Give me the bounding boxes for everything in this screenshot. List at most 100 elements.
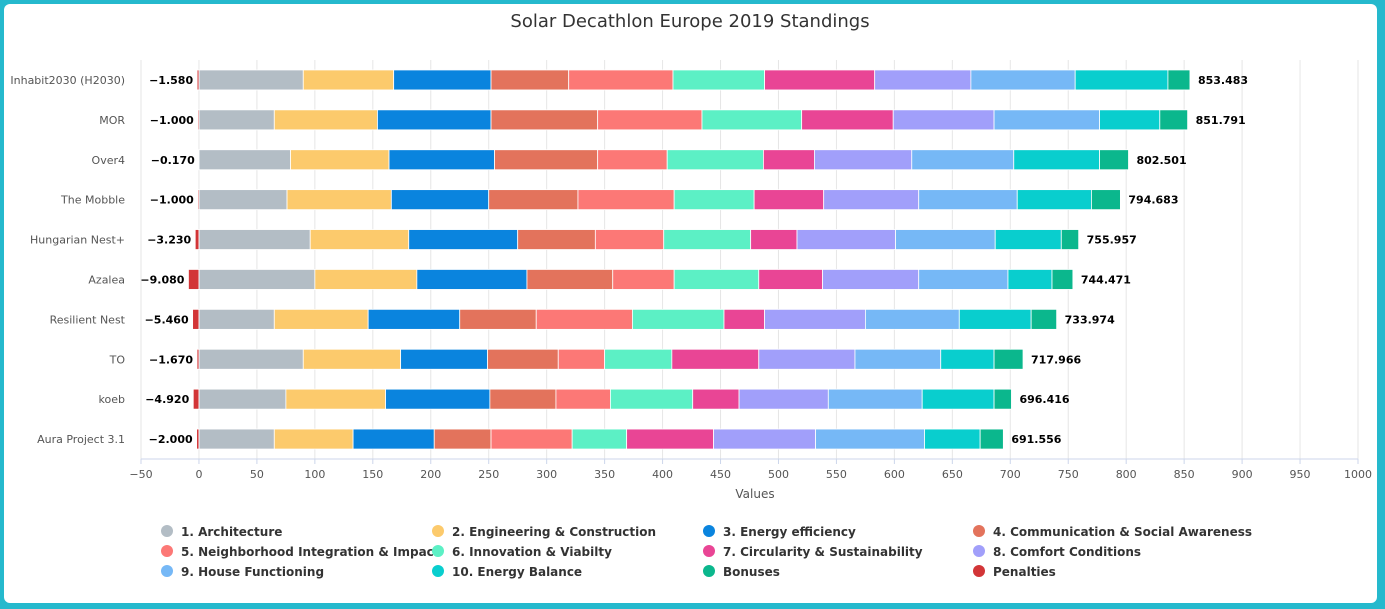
bar-segment bbox=[895, 229, 996, 250]
legend-label: 4. Communication & Social Awareness bbox=[993, 525, 1252, 539]
x-tick-label: 500 bbox=[768, 468, 789, 481]
bar-segment bbox=[758, 348, 856, 370]
legend-item[interactable]: 8. Comfort Conditions bbox=[973, 545, 1141, 559]
x-tick-label: 50 bbox=[250, 468, 264, 481]
x-tick-label: 850 bbox=[1174, 468, 1195, 481]
bar-segment bbox=[487, 348, 559, 370]
bar-segment bbox=[557, 348, 606, 370]
total-data-label: 794.683 bbox=[1128, 194, 1178, 207]
bar-segment bbox=[993, 109, 1100, 131]
bar-segment bbox=[892, 109, 995, 131]
bar-segment bbox=[459, 308, 537, 330]
bar-segment bbox=[352, 428, 435, 450]
legend-marker bbox=[973, 545, 985, 557]
bar-segment bbox=[993, 348, 1024, 370]
x-tick-label: 400 bbox=[652, 468, 673, 481]
total-data-label: 691.556 bbox=[1011, 433, 1061, 446]
bar-segment bbox=[750, 229, 798, 250]
bar-segment bbox=[701, 109, 803, 131]
total-data-label: 696.416 bbox=[1019, 393, 1069, 406]
bar-segment bbox=[490, 69, 570, 91]
penalty-data-label: −1.000 bbox=[150, 194, 194, 207]
bar-segment bbox=[273, 109, 378, 131]
bar-segment bbox=[1016, 189, 1092, 211]
bar-segment bbox=[416, 269, 528, 290]
legend-item[interactable]: 3. Energy efficiency bbox=[703, 525, 856, 539]
bar-segment bbox=[1167, 69, 1191, 91]
total-data-label: 755.957 bbox=[1087, 234, 1137, 247]
legend-label: 10. Energy Balance bbox=[452, 565, 582, 579]
bar-segment bbox=[1099, 149, 1129, 171]
legend-item[interactable]: 10. Energy Balance bbox=[432, 565, 582, 579]
bar-segment bbox=[188, 269, 200, 290]
category-label: Over4 bbox=[92, 154, 125, 167]
penalty-data-label: −0.170 bbox=[151, 154, 195, 167]
legend-item[interactable]: 6. Innovation & Viabilty bbox=[432, 545, 612, 559]
penalty-data-label: −1.670 bbox=[149, 353, 193, 366]
legend-marker bbox=[161, 565, 173, 577]
legend-item[interactable]: 5. Neighborhood Integration & Impact bbox=[161, 545, 440, 559]
category-label: MOR bbox=[99, 114, 125, 127]
bar-segment bbox=[194, 229, 200, 250]
legend-item[interactable]: 1. Architecture bbox=[161, 525, 282, 539]
bar-segment bbox=[723, 308, 765, 330]
bar-segment bbox=[994, 229, 1062, 250]
bar-segment bbox=[940, 348, 995, 370]
total-data-label: 744.471 bbox=[1081, 273, 1131, 286]
penalty-data-label: −5.460 bbox=[145, 313, 189, 326]
bar-segment bbox=[758, 269, 823, 290]
bar-segment bbox=[309, 229, 410, 250]
legend-marker bbox=[703, 545, 715, 557]
bar-segment bbox=[198, 388, 287, 410]
bar-segment bbox=[1091, 189, 1121, 211]
total-data-label: 851.791 bbox=[1196, 114, 1246, 127]
bar-segment bbox=[198, 269, 316, 290]
bar-segment bbox=[377, 109, 492, 131]
bar-segment bbox=[192, 388, 200, 410]
category-label: Azalea bbox=[88, 273, 125, 286]
bar-segment bbox=[865, 308, 960, 330]
legend-item[interactable]: 9. House Functioning bbox=[161, 565, 324, 579]
x-tick-label: 600 bbox=[884, 468, 905, 481]
bar-segment bbox=[302, 348, 402, 370]
bar-segment bbox=[198, 229, 311, 250]
legend-marker bbox=[703, 565, 715, 577]
bar-segment bbox=[196, 69, 200, 91]
x-tick-label: 800 bbox=[1116, 468, 1137, 481]
bar-segment bbox=[198, 149, 291, 171]
bar-segment bbox=[302, 69, 395, 91]
legend-item[interactable]: 2. Engineering & Construction bbox=[432, 525, 656, 539]
bar-segment bbox=[958, 308, 1032, 330]
bar-segment bbox=[663, 229, 752, 250]
legend-item[interactable]: Bonuses bbox=[703, 565, 780, 579]
legend-marker bbox=[161, 525, 173, 537]
category-label: TO bbox=[109, 353, 126, 366]
bar-segment bbox=[874, 69, 972, 91]
bar-segment bbox=[1099, 109, 1161, 131]
penalty-data-label: −1.000 bbox=[150, 114, 194, 127]
legend-item[interactable]: Penalties bbox=[973, 565, 1056, 579]
category-label: Inhabit2030 (H2030) bbox=[10, 74, 125, 87]
bar-segment bbox=[597, 149, 668, 171]
category-label: Hungarian Nest+ bbox=[30, 234, 125, 247]
x-tick-label: 300 bbox=[536, 468, 557, 481]
bar-segment bbox=[738, 388, 829, 410]
bar-segment bbox=[494, 149, 599, 171]
legend-item[interactable]: 7. Circularity & Sustainability bbox=[703, 545, 923, 559]
legend-marker bbox=[973, 565, 985, 577]
bar-layer bbox=[188, 69, 1191, 450]
legend-item[interactable]: 4. Communication & Social Awareness bbox=[973, 525, 1252, 539]
bar-segment bbox=[314, 269, 418, 290]
bar-segment bbox=[1007, 269, 1053, 290]
bar-segment bbox=[970, 69, 1076, 91]
bar-segment bbox=[918, 189, 1018, 211]
bar-segment bbox=[198, 69, 304, 91]
legend-marker bbox=[432, 565, 444, 577]
bar-segment bbox=[918, 269, 1009, 290]
category-label: The Mobble bbox=[60, 194, 125, 207]
x-tick-label: 450 bbox=[710, 468, 731, 481]
legend-label: 3. Energy efficiency bbox=[723, 525, 856, 539]
bar-segment bbox=[921, 388, 995, 410]
bar-segment bbox=[408, 229, 519, 250]
bar-segment bbox=[979, 428, 1004, 450]
